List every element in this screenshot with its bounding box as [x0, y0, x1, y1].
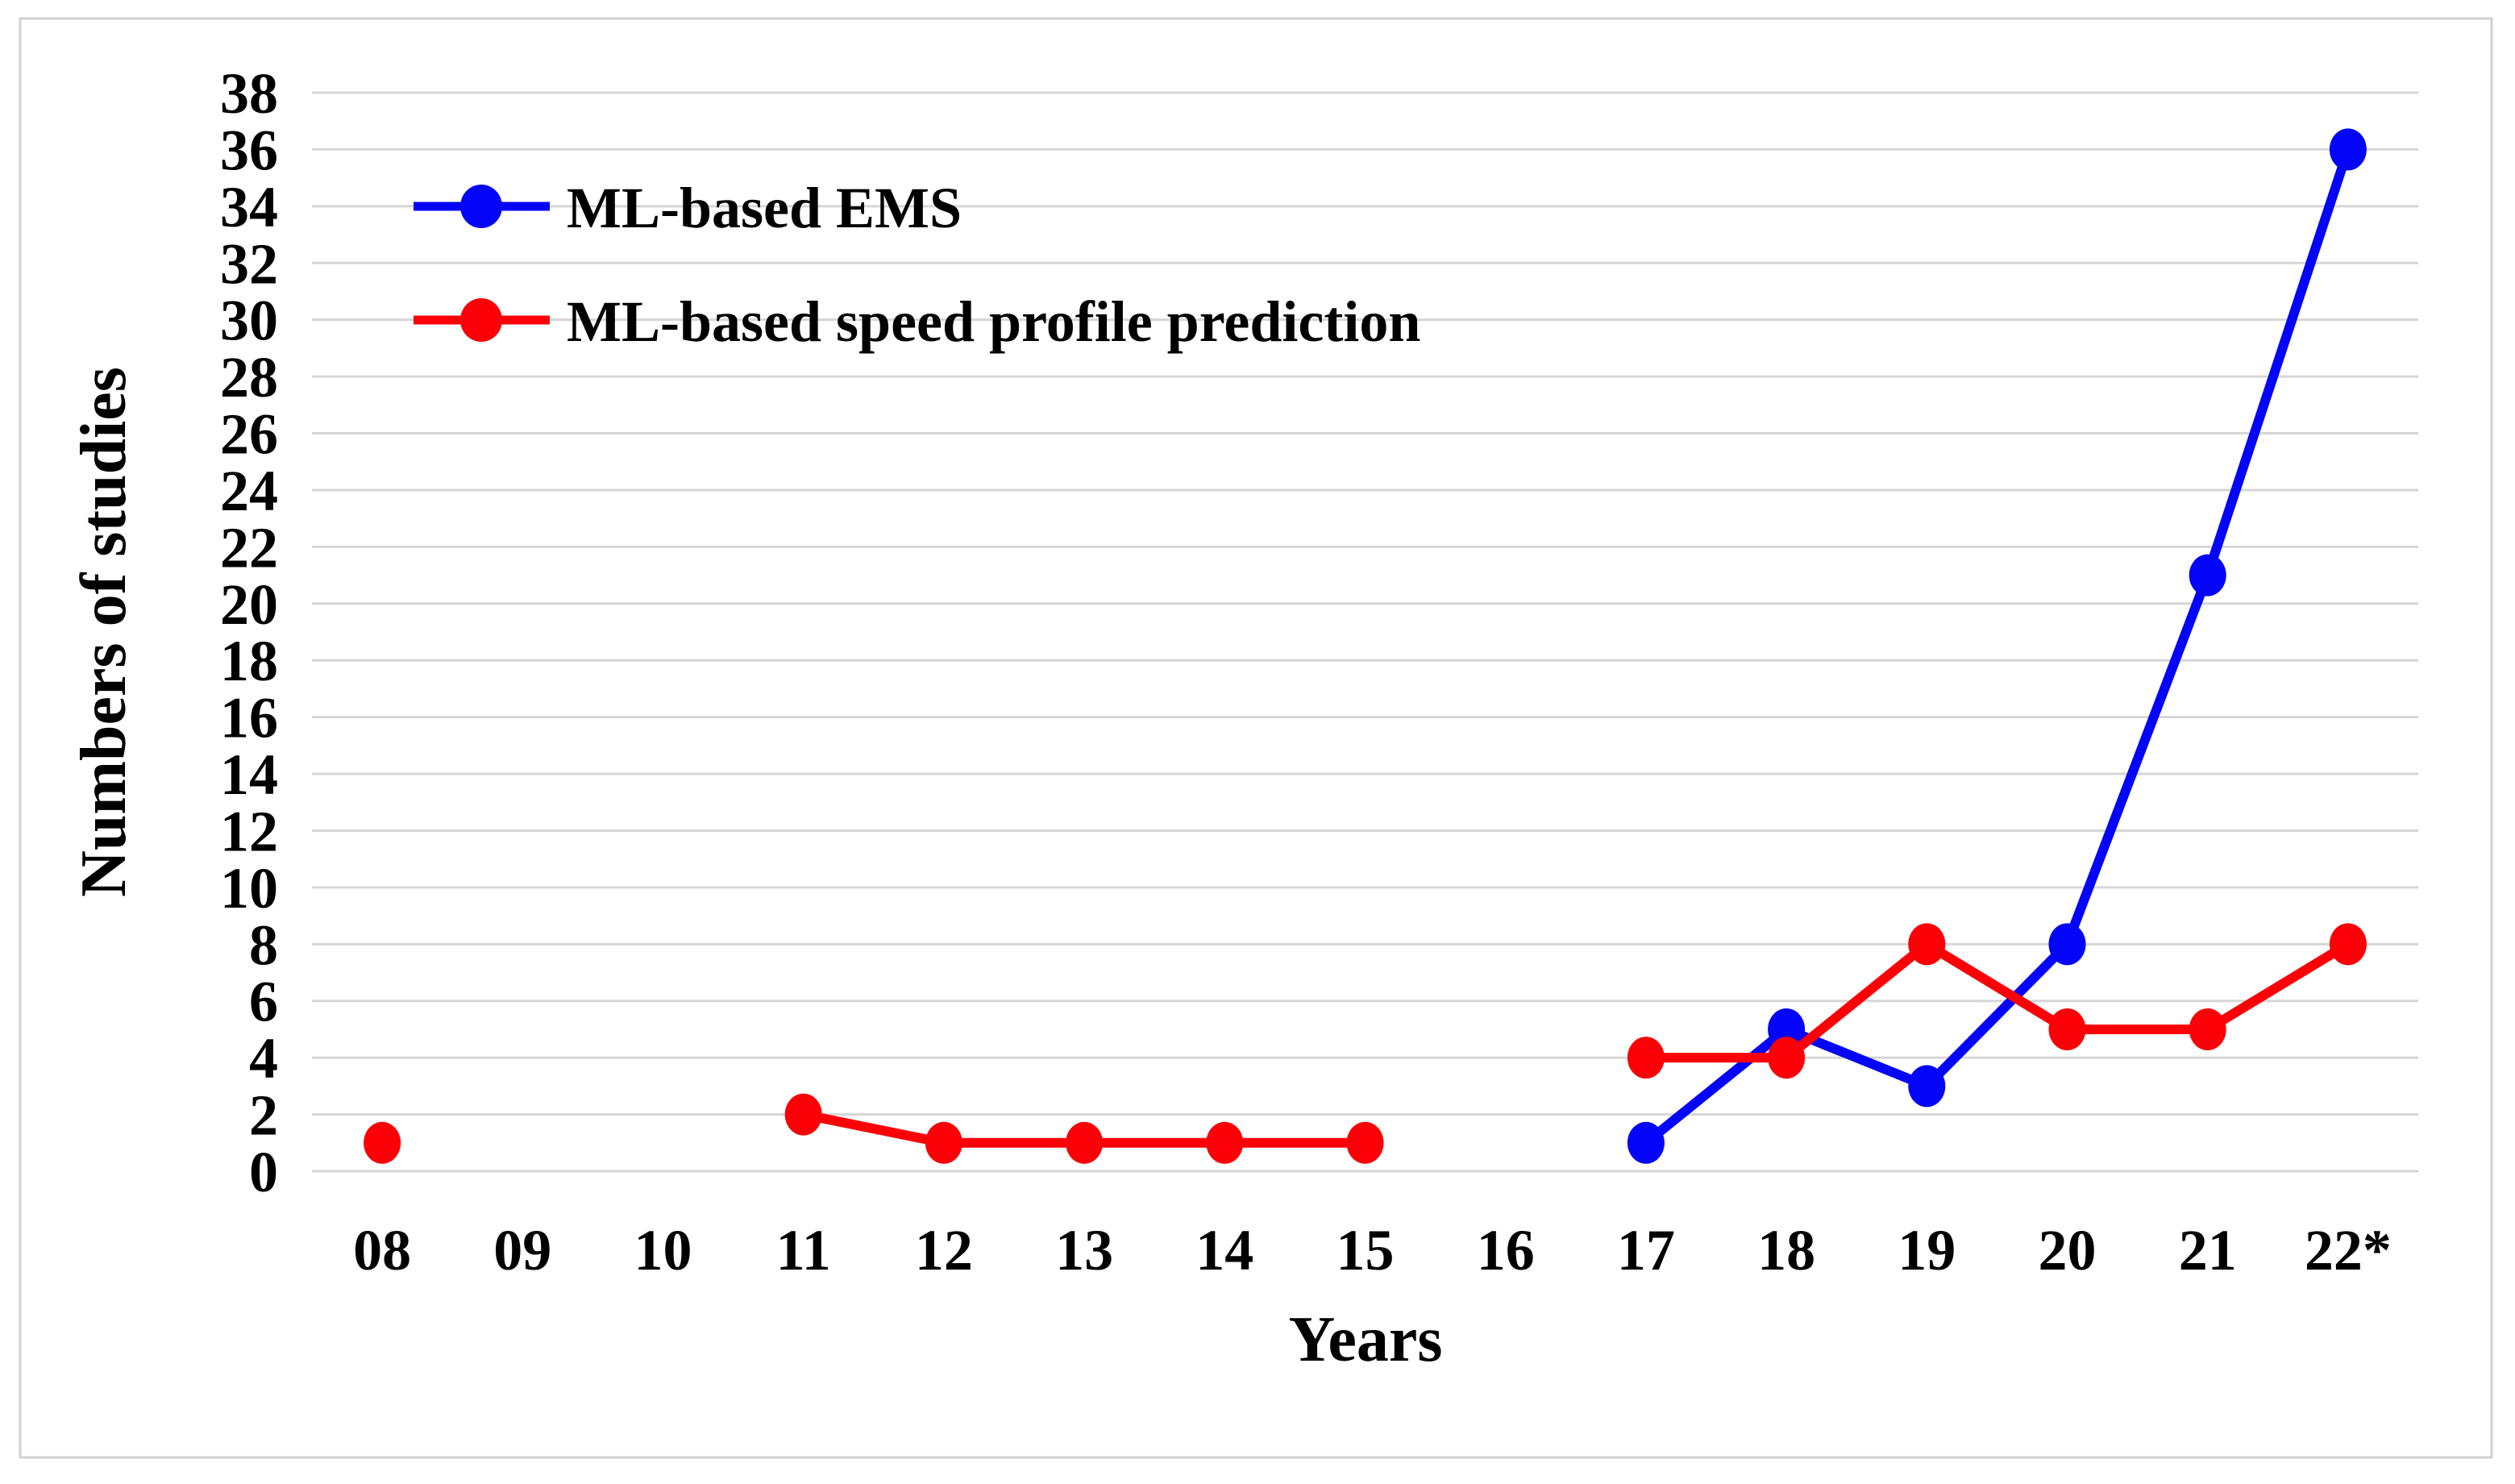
legend-marker-ems — [460, 185, 502, 228]
legend-item-ems: ML-based EMS — [414, 176, 962, 240]
y-tick-label: 12 — [220, 799, 278, 863]
x-tick-label: 20 — [2039, 1218, 2097, 1282]
data-point — [2189, 1008, 2226, 1050]
series-1 — [364, 923, 2367, 1164]
data-point — [1066, 1121, 1104, 1164]
x-tick-label: 21 — [2179, 1218, 2237, 1282]
gridlines — [312, 91, 2418, 1173]
y-tick-label: 20 — [220, 572, 278, 637]
x-tick-label: 15 — [1336, 1218, 1395, 1282]
y-tick-label: 16 — [220, 686, 278, 750]
y-tick-label: 18 — [220, 629, 278, 693]
x-tick-label: 11 — [776, 1218, 831, 1282]
data-point — [784, 1093, 822, 1136]
data-point — [1908, 1065, 1946, 1108]
y-tick-label: 32 — [220, 231, 278, 296]
y-tick-label: 30 — [220, 289, 278, 353]
x-tick-label: 09 — [493, 1218, 551, 1282]
x-tick-label: 14 — [1195, 1218, 1253, 1282]
data-point — [925, 1121, 962, 1164]
y-tick-label: 28 — [220, 345, 278, 409]
data-point — [2329, 128, 2367, 171]
data-series — [364, 128, 2367, 1164]
data-point — [1908, 923, 1946, 966]
x-tick-label: 16 — [1477, 1218, 1535, 1282]
y-tick-label: 4 — [249, 1026, 278, 1091]
series-line — [1640, 144, 2353, 1148]
x-tick-label: 12 — [915, 1218, 973, 1282]
data-point — [2048, 1008, 2086, 1050]
y-tick-label: 0 — [249, 1140, 278, 1204]
legend-item-speed-profile: ML-based speed profile prediction — [414, 289, 1420, 354]
data-point — [1346, 1121, 1384, 1164]
x-axis-title: Years — [1288, 1304, 1442, 1375]
series-line — [1640, 939, 2353, 1063]
x-tick-label: 17 — [1617, 1218, 1675, 1282]
x-tick-label: 19 — [1898, 1218, 1956, 1282]
data-point — [2048, 923, 2086, 966]
y-tick-label: 6 — [249, 970, 278, 1034]
y-tick-label: 8 — [249, 912, 278, 977]
data-point — [1206, 1121, 1244, 1164]
x-tick-label: 18 — [1757, 1218, 1815, 1282]
x-tick-label: 13 — [1055, 1218, 1113, 1282]
data-point — [364, 1121, 401, 1164]
y-axis-title: Numbers of studies — [69, 367, 139, 897]
data-point — [1768, 1037, 1806, 1079]
y-tick-label: 10 — [220, 856, 278, 921]
data-point — [1627, 1037, 1665, 1079]
data-point — [2189, 554, 2226, 597]
figure-border — [19, 17, 2493, 1459]
data-point — [2329, 923, 2367, 966]
y-tick-label: 26 — [220, 402, 278, 467]
legend: ML-based EMS ML-based speed profile pred… — [414, 176, 1420, 354]
legend-label-speed-profile: ML-based speed profile prediction — [567, 289, 1420, 354]
y-tick-label: 24 — [220, 459, 278, 523]
legend-marker-speed-profile — [460, 298, 502, 342]
y-tick-label: 38 — [220, 61, 278, 126]
series-0 — [1627, 128, 2367, 1164]
y-tick-label: 22 — [220, 515, 278, 580]
data-point — [1627, 1121, 1665, 1164]
y-tick-label: 14 — [220, 742, 278, 807]
x-tick-label: 22* — [2305, 1218, 2392, 1282]
x-axis-tick-labels: 08 09 10 11 12 13 14 15 16 17 18 19 20 21 22* — [353, 1218, 2392, 1282]
x-tick-label: 08 — [353, 1218, 411, 1282]
y-tick-label: 36 — [220, 118, 278, 182]
y-tick-label: 2 — [249, 1083, 278, 1148]
y-tick-label: 34 — [220, 175, 278, 239]
x-tick-label: 10 — [634, 1218, 692, 1282]
legend-label-ems: ML-based EMS — [567, 176, 962, 240]
